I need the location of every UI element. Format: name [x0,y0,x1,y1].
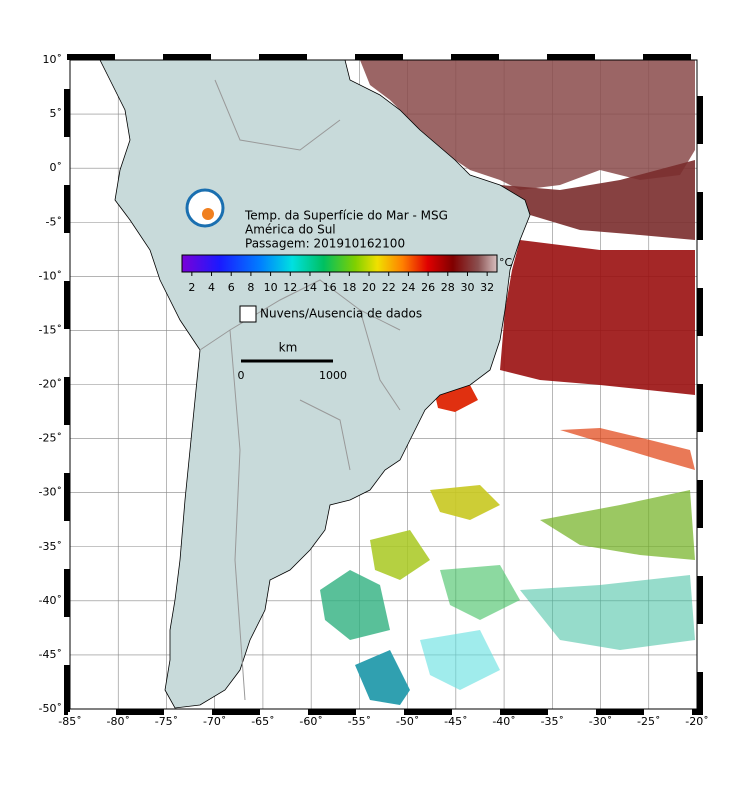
lat-tick-label: -30˚ [39,486,62,499]
country-borders [199,79,401,701]
colorbar-tick-label: 12 [283,281,297,294]
lon-tick-label: -65˚ [251,715,274,728]
lon-tick-label: -35˚ [541,715,564,728]
scale-label: 1000 [319,369,347,382]
title-line: Passagem: 201910162100 [245,237,405,251]
lat-tick-label: -15˚ [39,323,62,336]
colorbar-tick-label: 32 [480,281,494,294]
colorbar-tick-label: 30 [460,281,474,294]
scale-label: 0 [238,369,245,382]
lon-tick-label: -55˚ [348,715,371,728]
colorbar-tick-label: 26 [421,281,435,294]
lon-tick-label: -60˚ [299,715,322,728]
colorbar-tick-label: 2 [188,281,195,294]
title-line: América do Sul [245,223,336,237]
lon-tick-label: -30˚ [589,715,612,728]
legend-swatch [239,305,257,323]
lat-tick-label: -25˚ [39,432,62,445]
lat-tick-label: 5˚ [50,107,63,120]
lon-tick-label: -70˚ [203,715,226,728]
colorbar-tick-label: 8 [247,281,254,294]
lat-tick-label: -20˚ [39,378,62,391]
colorbar-tick-label: 6 [228,281,235,294]
lat-tick-label: -5˚ [46,215,62,228]
logo [185,188,225,228]
lat-tick-label: -10˚ [39,269,62,282]
colorbar [181,254,498,273]
lon-tick-label: -20˚ [685,715,708,728]
lat-tick-label: 10˚ [43,53,63,66]
sst-field [320,60,695,705]
colorbar-ticks: 2 4 6 8 10 12 14 16 18 20 22 24 26 28 30 32 [188,272,494,294]
frame-border [64,54,703,715]
lat-tick-label: -35˚ [39,540,62,553]
lon-tick-label: -25˚ [637,715,660,728]
lon-tick-label: -80˚ [106,715,129,728]
colorbar-tick-label: 16 [323,281,337,294]
colorbar-tick-label: 10 [264,281,278,294]
lon-tick-label: -45˚ [444,715,467,728]
title: Temp. da Superfície do Mar - MSG América… [244,209,448,251]
colorbar-tick-label: 4 [208,281,215,294]
colorbar-tick-label: 20 [362,281,376,294]
lon-tick-label: -85˚ [58,715,81,728]
lat-tick-label: -40˚ [39,594,62,607]
legend-label: Nuvens/Ausencia de dados [260,307,422,321]
title-line: Temp. da Superfície do Mar - MSG [244,209,448,223]
lat-tick-label: 0˚ [50,161,63,174]
scale-unit: km [279,341,298,355]
colorbar-unit: °C [499,256,513,269]
lat-tick-label: -45˚ [39,648,62,661]
lon-tick-label: -40˚ [492,715,515,728]
colorbar-tick-label: 24 [401,281,415,294]
colorbar-tick-label: 22 [382,281,396,294]
lon-tick-label: -75˚ [155,715,178,728]
colorbar-tick-label: 28 [441,281,455,294]
lon-tick-label: -50˚ [396,715,419,728]
colorbar-tick-label: 18 [342,281,356,294]
colorbar-tick-label: 14 [303,281,317,294]
lat-tick-label: -50˚ [39,702,62,715]
